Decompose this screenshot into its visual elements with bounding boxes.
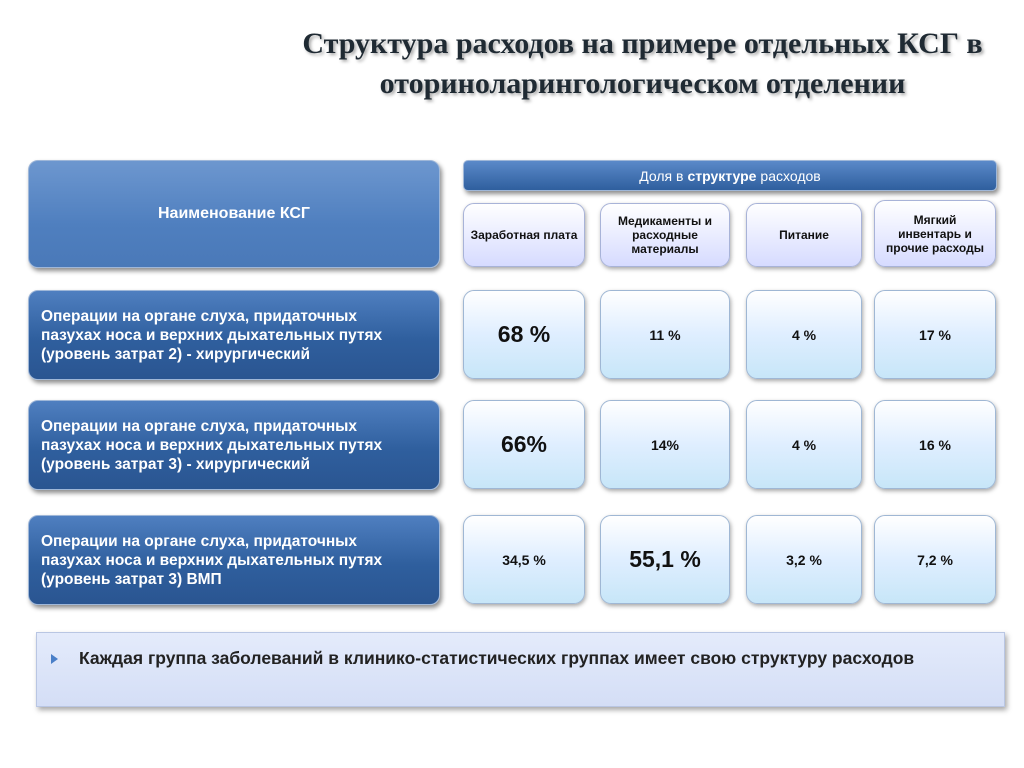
column-header-other: Мягкий инвентарь и прочие расходы [874,200,996,267]
column-header-label: Медикаменты и расходные материалы [618,214,712,256]
row-label-line: (уровень затрат 2) - хирургический [41,345,311,363]
row-label-line: Операции на органе слуха, придаточных [41,532,358,550]
row-2-medicines-value: 14% [600,400,730,489]
share-header-bold: структуре [687,167,757,184]
share-header: Доля в структуре расходов [463,160,997,191]
row-label-line: Операции на органе слуха, придаточных [41,417,358,435]
row-label-line: (уровень затрат 3) - хирургический [41,455,311,473]
row-2-food-value: 4 % [746,400,862,489]
summary-note-text: Каждая группа заболеваний в клинико-стат… [79,648,915,668]
row-label-line: Операции на органе слуха, придаточных [41,307,358,325]
column-header-food: Питание [746,203,862,267]
column-header-medicines: Медикаменты и расходные материалы [600,203,730,267]
row-2-salary-value: 66% [463,400,585,489]
row-3-salary-value: 34,5 % [463,515,585,604]
title-line-2: оториноларингологическом отделении [379,67,906,100]
row-label-line: пазухах носа и верхних дыхательных путях [41,551,383,569]
name-column-header: Наименование КСГ [28,160,440,268]
row-label-2: Операции на органе слуха, придаточных па… [28,400,440,490]
column-header-label: Заработная плата [470,228,578,242]
row-label-line: (уровень затрат 3) ВМП [41,570,222,588]
row-1-medicines-value: 11 % [600,290,730,379]
row-label-line: пазухах носа и верхних дыхательных путях [41,326,383,344]
row-1-other-value: 17 % [874,290,996,379]
share-header-suffix: расходов [760,167,821,184]
column-header-label: Питание [779,228,829,242]
row-label-1: Операции на органе слуха, придаточных па… [28,290,440,380]
row-3-medicines-value: 55,1 % [600,515,730,604]
column-header-salary: Заработная плата [463,203,585,267]
row-label-3: Операции на органе слуха, придаточных па… [28,515,440,605]
column-header-label: Мягкий инвентарь и прочие расходы [886,212,984,255]
share-header-prefix: Доля в [639,167,684,184]
row-1-salary-value: 68 % [463,290,585,379]
row-2-other-value: 16 % [874,400,996,489]
summary-note: Каждая группа заболеваний в клинико-стат… [36,632,1005,707]
triangle-bullet-icon [51,654,58,664]
title-line-1: Структура расходов на примере отдельных … [302,27,983,60]
row-label-line: пазухах носа и верхних дыхательных путях [41,436,383,454]
row-3-food-value: 3,2 % [746,515,862,604]
name-column-header-label: Наименование КСГ [157,205,310,222]
row-1-food-value: 4 % [746,290,862,379]
page-title: Структура расходов на примере отдельных … [270,24,1015,104]
row-3-other-value: 7,2 % [874,515,996,604]
